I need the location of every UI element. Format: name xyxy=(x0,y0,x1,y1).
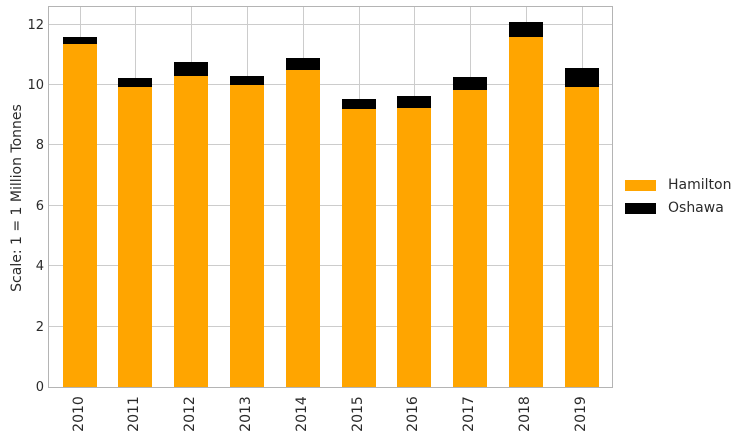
y-gridline xyxy=(49,325,612,327)
bar-segment-hamilton-2014 xyxy=(285,69,320,387)
y-gridline xyxy=(49,204,612,206)
bar-segment-oshawa-2018 xyxy=(508,21,543,37)
x-tick-label: 2013 xyxy=(237,396,254,432)
bar-segment-oshawa-2012 xyxy=(174,62,209,76)
bar-segment-oshawa-2016 xyxy=(397,95,432,108)
y-tick-label: 2 xyxy=(35,319,44,335)
legend-label: Hamilton xyxy=(668,177,732,193)
y-gridline xyxy=(49,23,612,25)
bar-segment-oshawa-2014 xyxy=(285,57,320,70)
y-gridline xyxy=(49,84,612,86)
bar-segment-oshawa-2010 xyxy=(62,36,97,45)
bar-segment-hamilton-2012 xyxy=(174,75,209,387)
bar-segment-oshawa-2019 xyxy=(564,68,599,87)
y-tick-label: 0 xyxy=(35,380,44,395)
y-tick-label: 6 xyxy=(35,198,44,214)
y-tick-label: 12 xyxy=(27,17,44,33)
x-tick-label: 2015 xyxy=(349,396,366,432)
bar-segment-hamilton-2018 xyxy=(508,36,543,387)
bar-segment-hamilton-2017 xyxy=(453,89,488,387)
bar-segment-oshawa-2013 xyxy=(229,75,264,86)
bar-segment-hamilton-2013 xyxy=(229,85,264,387)
bar-segment-hamilton-2019 xyxy=(564,86,599,387)
x-tick-label: 2018 xyxy=(516,396,533,432)
x-tick-label: 2012 xyxy=(182,396,199,432)
bar-segment-hamilton-2010 xyxy=(62,44,97,387)
x-tick-label: 2017 xyxy=(461,396,478,432)
bar-segment-hamilton-2016 xyxy=(397,107,432,387)
y-tick-label: 8 xyxy=(35,138,44,154)
bar-segment-hamilton-2011 xyxy=(118,86,153,387)
legend-item-oshawa: Oshawa xyxy=(625,200,731,216)
bar-segment-oshawa-2015 xyxy=(341,98,376,110)
x-tick-label: 2010 xyxy=(70,396,87,432)
x-tick-label: 2016 xyxy=(405,396,422,432)
legend-label: Oshawa xyxy=(668,200,724,216)
y-gridline xyxy=(49,144,612,146)
y-tick-label: 4 xyxy=(35,259,44,275)
plot-area xyxy=(48,6,613,388)
legend-swatch-hamilton xyxy=(625,179,656,191)
x-tick-label: 2011 xyxy=(126,396,143,432)
legend: Hamilton Oshawa xyxy=(625,177,731,223)
bar-segment-oshawa-2017 xyxy=(453,77,488,90)
legend-item-hamilton: Hamilton xyxy=(625,177,731,193)
bar-segment-oshawa-2011 xyxy=(118,77,153,87)
bar-segment-hamilton-2015 xyxy=(341,109,376,387)
y-gridline xyxy=(49,265,612,267)
y-tick-label: 10 xyxy=(27,78,44,94)
x-tick-label: 2019 xyxy=(572,396,589,432)
x-tick-label: 2014 xyxy=(293,396,310,432)
legend-swatch-oshawa xyxy=(625,202,656,214)
